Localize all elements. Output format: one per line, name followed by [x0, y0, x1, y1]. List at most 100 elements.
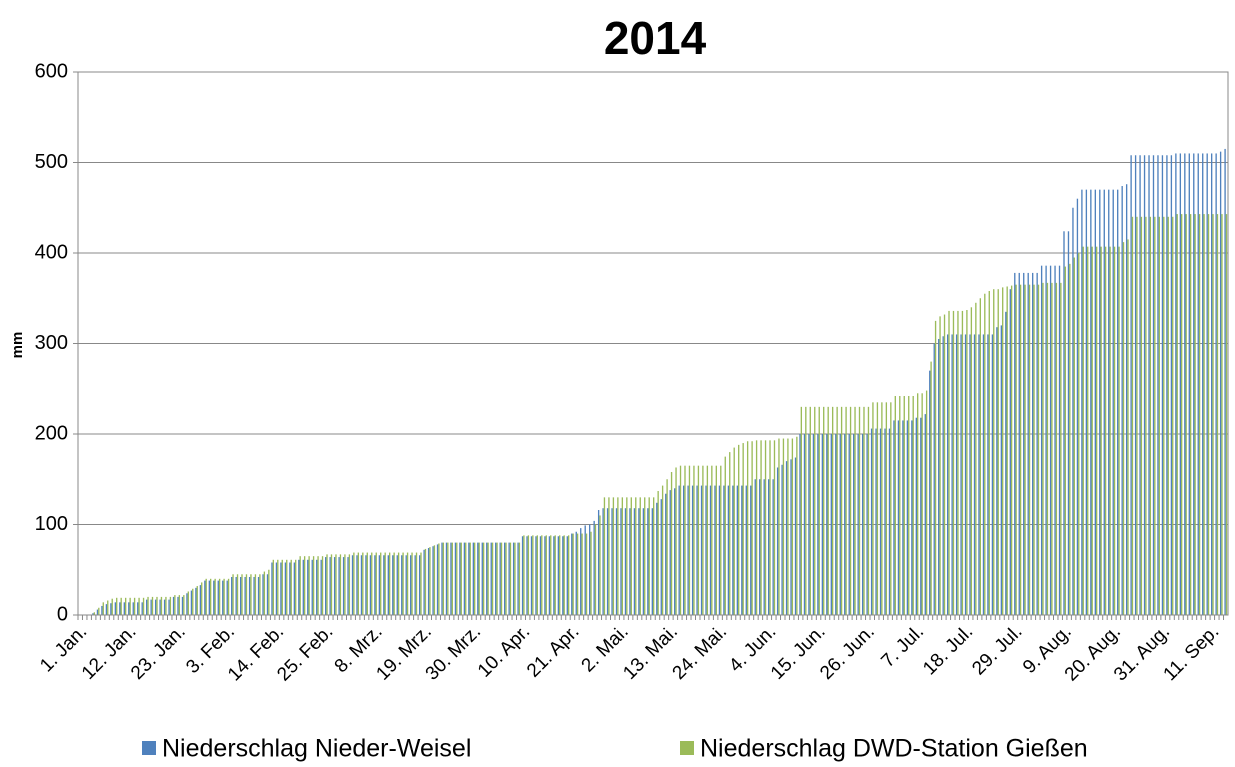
- bar: [1067, 231, 1070, 615]
- bar: [218, 578, 221, 615]
- bar: [867, 406, 870, 615]
- x-tick-label: 18. Jul.: [919, 621, 977, 679]
- bar: [706, 465, 709, 615]
- bar: [512, 542, 515, 615]
- bar: [405, 555, 407, 615]
- bar: [1122, 242, 1125, 615]
- bar: [875, 428, 877, 615]
- bar: [1210, 153, 1213, 615]
- bar: [1055, 282, 1058, 615]
- bar: [1185, 214, 1187, 615]
- bar: [599, 515, 601, 615]
- bar: [523, 535, 525, 615]
- bar: [290, 559, 292, 615]
- bar: [705, 485, 707, 615]
- bar: [982, 334, 985, 615]
- bar: [1193, 153, 1195, 615]
- bar: [445, 542, 448, 615]
- bar: [946, 334, 949, 615]
- bar: [257, 576, 260, 615]
- bar: [411, 552, 413, 615]
- bar: [481, 542, 483, 615]
- x-tick-label: 29. Jul.: [968, 621, 1026, 679]
- bar: [750, 485, 752, 615]
- y-tick-label: 600: [35, 60, 68, 82]
- bar: [1064, 266, 1067, 615]
- bar: [581, 533, 583, 615]
- bar: [163, 599, 166, 615]
- bar: [812, 434, 815, 615]
- bar: [239, 576, 242, 615]
- bar: [116, 597, 118, 615]
- bar: [1157, 155, 1159, 615]
- bar: [1134, 155, 1137, 615]
- bar: [532, 535, 534, 615]
- bar: [298, 559, 300, 615]
- bar: [814, 406, 816, 615]
- bar: [1161, 155, 1164, 615]
- bar: [302, 559, 304, 615]
- bar: [700, 485, 703, 615]
- bar: [550, 535, 552, 615]
- bar: [138, 597, 140, 615]
- bar: [723, 485, 725, 615]
- bar: [1121, 186, 1123, 615]
- bar: [617, 497, 619, 615]
- bar: [406, 552, 409, 615]
- bar: [114, 602, 117, 615]
- bar: [432, 546, 434, 615]
- bar: [845, 406, 847, 615]
- bar: [857, 434, 859, 615]
- bar: [1188, 153, 1190, 615]
- bar: [169, 596, 172, 615]
- bar: [978, 334, 980, 615]
- bar: [181, 596, 184, 615]
- bar: [933, 343, 935, 615]
- x-tick-label: 23. Jan.: [127, 621, 190, 684]
- bar: [709, 485, 712, 615]
- bar: [427, 548, 430, 615]
- bar: [436, 544, 439, 615]
- bar: [630, 497, 632, 615]
- bar: [576, 533, 579, 615]
- bar: [1078, 253, 1080, 615]
- bar: [1076, 198, 1079, 615]
- bar: [460, 542, 462, 615]
- bar: [651, 508, 653, 615]
- bar: [1175, 153, 1177, 615]
- bar: [159, 599, 161, 615]
- bar: [217, 580, 219, 615]
- bar: [526, 536, 528, 615]
- bar: [365, 555, 367, 615]
- bar: [863, 406, 865, 615]
- bar: [924, 414, 926, 615]
- bar: [745, 485, 747, 615]
- bar: [1197, 153, 1199, 615]
- bar: [615, 508, 618, 615]
- bar: [380, 552, 382, 615]
- bar: [223, 578, 225, 615]
- bar: [388, 552, 391, 615]
- bar: [1221, 214, 1223, 615]
- bar: [92, 613, 94, 615]
- bar: [316, 559, 318, 615]
- bar: [647, 508, 649, 615]
- bar: [96, 609, 99, 615]
- bar: [964, 334, 967, 615]
- bar: [129, 597, 131, 615]
- y-tick-label: 200: [35, 422, 68, 444]
- bar: [1127, 239, 1129, 616]
- bar: [172, 596, 175, 615]
- bar: [454, 542, 457, 615]
- bar: [378, 555, 381, 615]
- bar: [1108, 189, 1110, 615]
- bar: [1176, 214, 1178, 615]
- bar: [948, 310, 950, 615]
- x-tick-label: 13. Mai.: [619, 621, 682, 684]
- bar: [250, 574, 252, 615]
- bar: [536, 535, 538, 615]
- bar: [988, 291, 990, 615]
- bar: [876, 402, 879, 615]
- bar: [917, 393, 919, 615]
- bar: [567, 535, 570, 615]
